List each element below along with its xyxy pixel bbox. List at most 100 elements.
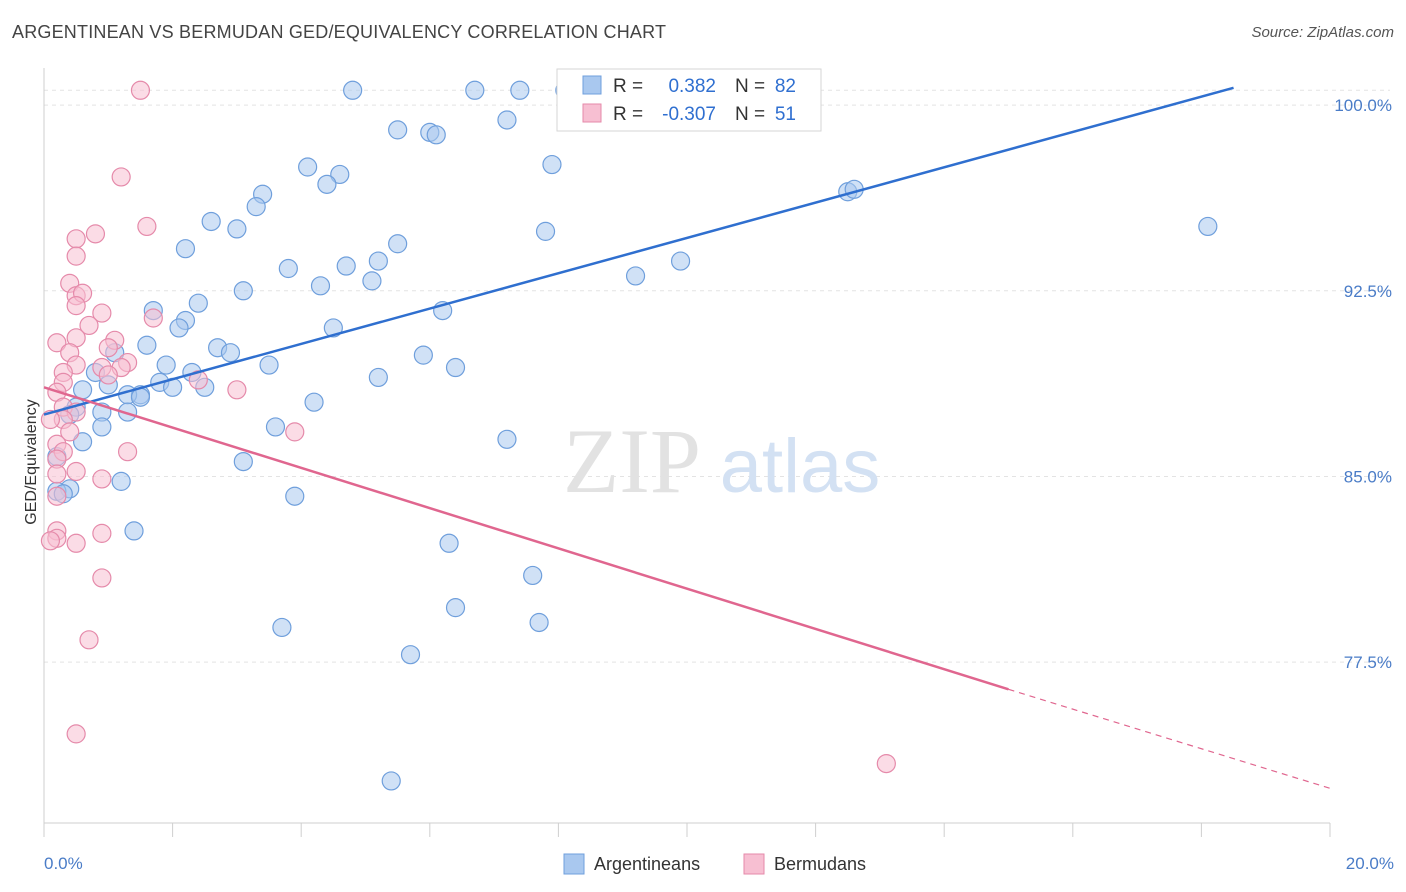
argentineans-point <box>156 355 176 375</box>
bermudans-point <box>66 246 86 266</box>
bermudans-point <box>79 630 99 650</box>
argentineans-point <box>298 157 318 177</box>
argentineans-point <box>542 154 562 175</box>
bermudans-point <box>92 568 112 588</box>
bermudans-point <box>227 380 247 400</box>
bermudans-point <box>92 469 112 489</box>
bermudans-point <box>60 422 80 442</box>
argentineans-point <box>400 645 421 665</box>
bermudans-point <box>98 338 118 358</box>
y-tick-label: 85.0% <box>1344 467 1392 486</box>
source-label: Source: ZipAtlas.com <box>1251 24 1394 41</box>
argentineans-point <box>381 771 401 791</box>
argentineans-point <box>445 598 466 618</box>
argentineans-point <box>388 120 408 140</box>
bermudans-point <box>143 308 163 328</box>
argentineans-point <box>169 318 189 338</box>
argentineans-point <box>246 197 266 217</box>
bermudans-trend-line <box>43 386 1009 691</box>
bottom-legend-label-argentineans: Argentineans <box>594 854 700 874</box>
watermark-zip: ZIP <box>563 410 701 512</box>
argentineans-point <box>117 402 138 422</box>
bermudans-point <box>40 531 61 551</box>
bermudans-point <box>137 216 157 237</box>
y-tick-label: 100.0% <box>1334 96 1392 115</box>
x-tick-label-max: 20.0% <box>1346 854 1394 873</box>
trend-lines <box>43 86 1331 789</box>
bermudans-point <box>876 753 896 774</box>
legend-swatch-argentineans <box>582 75 602 95</box>
argentineans-point <box>310 276 331 296</box>
argentineans-point <box>625 266 646 286</box>
series-legend: Argentineans Bermudans <box>563 853 866 875</box>
argentineans-point <box>201 211 221 232</box>
legend-r-value-1: 0.382 <box>668 76 716 97</box>
legend-n-value-2: 51 <box>775 104 796 125</box>
argentineans-point <box>233 451 253 472</box>
argentineans-point <box>227 219 247 239</box>
bermudans-point <box>66 296 86 316</box>
bermudans-point <box>92 523 112 543</box>
y-tick-label: 92.5% <box>1344 282 1392 301</box>
bermudans-point <box>92 303 112 323</box>
bermudans-point <box>47 486 67 506</box>
legend-r-value-2: -0.307 <box>662 104 716 125</box>
bermudans-point <box>111 167 131 187</box>
argentineans-point <box>317 174 337 194</box>
argentineans-point <box>259 355 279 375</box>
argentineans-point <box>343 80 363 100</box>
argentineans-point <box>670 251 691 271</box>
y-tick-label: 77.5% <box>1344 653 1392 672</box>
argentineans-point <box>72 380 93 400</box>
argentineans-point <box>445 357 466 378</box>
argentineans-point <box>413 345 433 365</box>
series-bermudans-points <box>40 80 896 774</box>
legend-r-label-1: R = <box>613 76 643 97</box>
bottom-legend-swatch-argentineans <box>563 853 585 875</box>
argentineans-point <box>92 417 112 437</box>
axes <box>43 68 1331 837</box>
argentineans-point <box>188 293 208 313</box>
bermudans-point <box>66 724 86 744</box>
watermark-atlas: atlas <box>720 424 881 509</box>
y-tick-labels: 77.5% 85.0% 92.5% 100.0% <box>1334 96 1392 672</box>
argentineans-point <box>72 432 93 452</box>
argentineans-trend-line <box>43 86 1234 416</box>
legend-swatch-bermudans <box>582 103 602 123</box>
stats-legend: R = 0.382 N = 82 R = -0.307 N = 51 <box>556 68 822 132</box>
bermudans-point <box>47 464 67 484</box>
argentineans-point <box>285 486 305 506</box>
bermudans-point <box>79 315 99 336</box>
bermudans-point <box>130 80 151 100</box>
argentineans-point <box>368 367 388 388</box>
argentineans-point <box>111 471 131 491</box>
argentineans-point <box>278 258 298 279</box>
y-axis-label: GED/Equivalency <box>23 399 40 524</box>
argentineans-point <box>336 256 356 276</box>
legend-n-label-1: N = <box>735 76 765 97</box>
argentineans-point <box>330 164 350 185</box>
argentineans-point <box>1198 216 1218 237</box>
argentineans-point <box>439 533 459 553</box>
bermudans-point <box>47 333 67 353</box>
argentineans-point <box>137 335 157 355</box>
legend-n-label-2: N = <box>735 104 765 125</box>
bermudans-point <box>117 442 138 462</box>
bermudans-trend-extension <box>1008 688 1331 789</box>
argentineans-point <box>368 251 388 271</box>
bermudans-point <box>98 365 118 385</box>
argentineans-point <box>535 221 556 241</box>
x-tick-label-min: 0.0% <box>44 854 83 873</box>
bermudans-point <box>285 422 305 442</box>
argentineans-point <box>233 281 253 301</box>
argentineans-point <box>362 271 382 291</box>
argentineans-point <box>323 318 343 338</box>
bermudans-point <box>66 229 86 249</box>
argentineans-point <box>523 565 543 586</box>
bermudans-point <box>66 461 86 482</box>
chart-title: ARGENTINEAN VS BERMUDAN GED/EQUIVALENCY … <box>12 22 667 42</box>
argentineans-point <box>304 392 324 412</box>
series-argentineans-points <box>47 80 1218 791</box>
bottom-legend-label-bermudans: Bermudans <box>774 854 866 874</box>
